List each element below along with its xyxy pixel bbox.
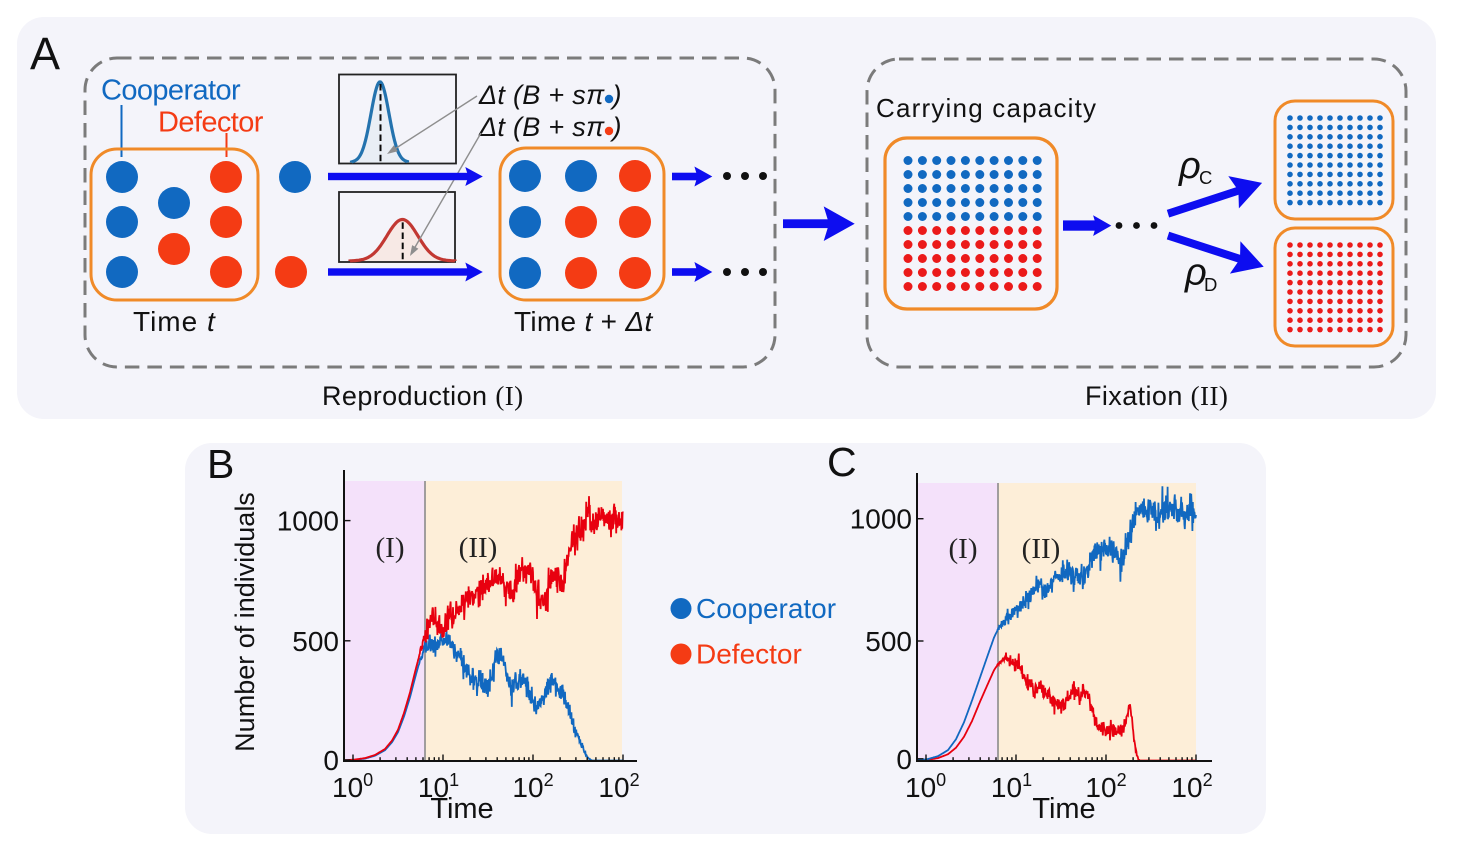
svg-text:Fixation (II): Fixation (II) <box>1085 381 1228 411</box>
svg-text:ρ: ρ <box>1184 252 1207 294</box>
svg-text:Time t: Time t <box>133 306 216 337</box>
svg-text:(I): (I) <box>376 532 405 564</box>
svg-text:Δt (B + sπ: Δt (B + sπ <box>478 80 605 110</box>
svg-text:101: 101 <box>418 770 459 803</box>
svg-text:Time: Time <box>430 793 493 825</box>
svg-text:): ) <box>610 80 622 110</box>
svg-text:D: D <box>1204 274 1217 295</box>
svg-text:Cooperator: Cooperator <box>696 593 836 624</box>
svg-text:Reproduction (I): Reproduction (I) <box>322 381 524 411</box>
svg-text:102: 102 <box>512 770 553 803</box>
svg-text:Defector: Defector <box>696 639 802 670</box>
svg-text:500: 500 <box>292 626 339 657</box>
svg-text:Cooperator: Cooperator <box>101 75 241 107</box>
svg-text:1000: 1000 <box>850 504 912 535</box>
svg-text:A: A <box>30 28 60 79</box>
svg-text:1000: 1000 <box>277 506 339 537</box>
svg-text:C: C <box>827 439 857 485</box>
svg-text:B: B <box>207 441 234 487</box>
svg-text:): ) <box>610 112 622 142</box>
svg-text:Carrying capacity: Carrying capacity <box>876 93 1097 123</box>
svg-text:Δt (B + sπ: Δt (B + sπ <box>478 112 605 142</box>
svg-text:ρ: ρ <box>1178 145 1201 187</box>
svg-text:Time t + Δt: Time t + Δt <box>514 306 653 337</box>
svg-text:0: 0 <box>896 744 912 775</box>
svg-text:(I): (I) <box>949 533 978 565</box>
svg-text:Time: Time <box>1032 793 1095 825</box>
svg-text:C: C <box>1199 167 1212 188</box>
svg-text:(II): (II) <box>459 532 498 564</box>
svg-text:(II): (II) <box>1022 533 1061 565</box>
svg-text:0: 0 <box>323 745 339 776</box>
svg-text:Number of individuals: Number of individuals <box>230 492 260 752</box>
svg-text:Defector: Defector <box>158 107 264 139</box>
svg-text:500: 500 <box>865 626 912 657</box>
